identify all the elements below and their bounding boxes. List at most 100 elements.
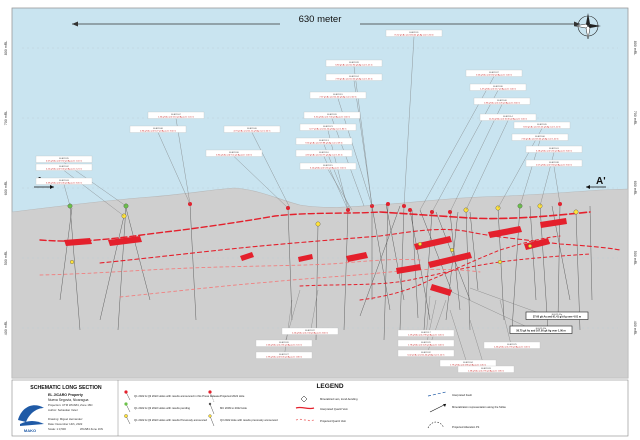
callout-box: [469, 83, 527, 91]
assay-callout: ELE22-361.47 g/t Au and 3.17 g/t Ag over…: [469, 83, 527, 91]
callout-assay: 37.60 g/t Au and 91.41 g/t Ag over 4.01 …: [533, 316, 582, 319]
callout-hole-id: ELE22-03: [59, 180, 69, 182]
callout-hole-id: ELE22-02: [59, 166, 69, 168]
assay-callout: ELE22-067.56 g/t Au and 13.04 g/t Ag ove…: [511, 133, 569, 141]
title-block-scale: Scale: 1:3,500: [48, 427, 66, 431]
assay-callout: ELE22-271.99 g/t Au and 8.45 g/t Ag over…: [255, 351, 313, 359]
callout-box: [525, 159, 583, 167]
callout-hole-id: ELE22-01: [549, 148, 559, 150]
assay-callout: ELE22-024.25 g/t Au and 9.00 g/t Ag over…: [35, 163, 93, 171]
callout-assay: 2.86 g/t Au and 8.27 g/t Ag over 3.50 m: [140, 130, 176, 133]
callout-box: [483, 341, 541, 349]
callout-box: [385, 29, 443, 37]
callout-box: [35, 163, 93, 171]
callout-hole-id: ELE22-21: [323, 126, 333, 128]
callout-assay: 2.46 g/t Au and 2.90 g/t Ag over 1.00 m: [494, 346, 530, 349]
callout-leader: [353, 80, 373, 207]
elevation-label-right: 500 mRL: [633, 251, 637, 266]
drill-hole-trace: [117, 205, 127, 331]
ground-profile: [11, 187, 629, 379]
legend-symbols: [124, 390, 447, 429]
callout-hole-id: ELE22-13: [319, 140, 329, 142]
drill-hole-trace: [315, 223, 319, 341]
callout-leader: [353, 66, 373, 207]
callout-assay: 1.38 g/t Au and 2.95 g/t Ag over 1.85 m: [468, 370, 504, 373]
callout-hole-id: ELE22-24: [349, 76, 359, 78]
drill-hole-trace: [529, 205, 537, 301]
callout-box: [295, 137, 353, 145]
callout-leader: [465, 120, 509, 211]
vein-projected-4: [359, 235, 561, 301]
legend-item-vein: Projected Quartz Vein: [320, 419, 347, 423]
callout-box: [205, 149, 263, 157]
callout-hole-id: ELE22-33: [481, 368, 491, 370]
callout-hole-id: ELE22-20: [327, 114, 337, 116]
drill-hole-trace: [411, 209, 419, 319]
elevation-label-left: 500 mRL: [4, 251, 8, 266]
title-block-projection: Projection: UTM WGS84, Zone 16N: [48, 403, 92, 407]
drill-hole-trace: [497, 207, 505, 321]
callout-box: [129, 125, 187, 133]
drill-hole-trace: [589, 205, 593, 301]
legend-item-vein: Mineralized vein, trend-bending: [320, 397, 358, 401]
callout-leader: [175, 118, 191, 205]
callout-hole-id: ELE22-14: [503, 116, 513, 118]
assay-callout: ELE22-139.56 g/t Au and 19.88 g/t Ag ove…: [295, 137, 353, 145]
callout-box: [309, 91, 367, 99]
legend-frame: [11, 379, 629, 437]
callout-assay: 11.20 g/t Au and 16.30 g/t Ag over 1.00 …: [489, 118, 527, 121]
drill-hole-trace: [359, 205, 401, 317]
callout-box: [299, 162, 357, 170]
callout-assay: 1.78 g/t Au and 3.26 g/t Ag over 1.00 m: [408, 344, 444, 347]
callout-leader: [425, 299, 447, 357]
callout-hole-id: ELE22-34: [463, 362, 473, 364]
legend-item-holes-results: Q1 2022 & Q3 2022 Holes with results Pre…: [134, 418, 207, 422]
assay-callout: ELE22-252.46 g/t Au and 2.90 g/t Ag over…: [483, 341, 541, 349]
callout-assay: 7.93 g/t Au and 10.50 g/t Ag over 1.65 m: [335, 78, 372, 81]
callout-hole-id: ELE22-27: [279, 354, 289, 356]
assay-callout: ELE22-058.53 g/t Au and 15.25 g/t Ag ove…: [513, 121, 571, 129]
assay-callout: ELE22-326.42 g/t Au and 11.44 g/t Ag ove…: [397, 349, 455, 357]
callout-assay: 6.42 g/t Au and 11.44 g/t Ag over 1.10 m: [407, 354, 444, 357]
callout-leader: [157, 132, 191, 205]
callout-leader: [449, 104, 503, 213]
vein-solid-1: [39, 211, 381, 242]
callout-box: [35, 177, 93, 185]
scale-bar-icon: [72, 12, 580, 27]
callout-leader: [403, 36, 415, 207]
assay-callout: ELE22-222.26 g/t Au and 2.34 g/t Ag over…: [281, 327, 339, 335]
title-block-drawing: Drawing: Miguel Hernandez: [48, 417, 83, 421]
callout-box: [223, 125, 281, 133]
drill-hole-trace: [465, 209, 471, 331]
drill-hole-trace: [343, 209, 349, 331]
callout-hole-id: ELE22-25: [507, 344, 517, 346]
callout-hole-id: ELE22-40: [497, 100, 507, 102]
assay-callout: ELE22-071.36 g/t Au and 3.10 g/t Ag over…: [147, 111, 205, 119]
callout-hole-id: ELE22-19: [333, 94, 343, 96]
drill-hole-trace: [69, 205, 81, 331]
callout-hole-id: ELE22-35: [59, 158, 69, 160]
callout-leader: [497, 128, 543, 209]
drill-hole-trace: [287, 207, 293, 321]
quartz-veins: [39, 211, 621, 301]
legend-item-vein: Interpreted Quartz Vein: [320, 407, 348, 411]
callout-leader: [553, 166, 561, 205]
callout-box: [255, 339, 313, 347]
callout-box: [35, 155, 93, 163]
callout-assay: 1.47 g/t Au and 3.17 g/t Ag over 1.00 m: [480, 88, 516, 91]
assay-callout: ELE22-286.80 g/t Au and 12.90 g/t Ag ove…: [325, 59, 383, 67]
assay-callout: ELE22-164.33 g/t Au and 10.77 g/t Ag ove…: [295, 149, 353, 157]
callout-box: [299, 123, 357, 131]
title-block-scale-extra: WGS84 Zone 16N: [80, 427, 103, 431]
callout-leader: [431, 90, 499, 213]
drill-hole-trace: [575, 211, 581, 331]
callout-assay: 1.29 g/t Au and 2.98 g/t Ag over 1.05 m: [408, 334, 444, 337]
north-arrow-icon: [574, 13, 601, 40]
elevation-labels-left: 800 mRL 700 mRL 600 mRL 500 mRL 400 mRL: [4, 41, 8, 336]
callout-hole-id: ELE22-15: [323, 165, 333, 167]
assay-callout: ELE22-354.67 g/t Au and 9.92 g/t Ag over…: [35, 155, 93, 163]
